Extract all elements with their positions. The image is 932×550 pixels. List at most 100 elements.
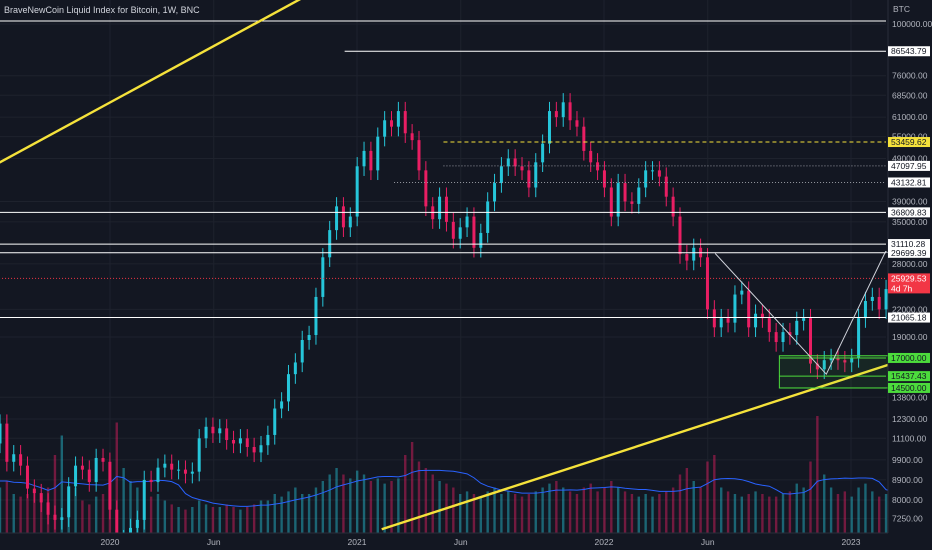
price-tick-label: 13800.00 <box>892 392 928 402</box>
candle-body <box>760 313 764 319</box>
candle-body <box>616 183 620 217</box>
candle-body <box>602 170 606 188</box>
candle-body <box>87 469 91 483</box>
candle-body <box>657 170 661 177</box>
volume-bar <box>493 487 496 533</box>
candle-body <box>554 111 558 118</box>
volume-bar <box>479 496 483 533</box>
candle-body <box>417 140 421 171</box>
candle-body <box>712 309 716 328</box>
volume-bar <box>33 491 36 533</box>
candle-body <box>362 150 366 167</box>
candle-body <box>486 201 490 233</box>
candle-body <box>94 457 98 483</box>
volume-bar <box>376 478 379 533</box>
candle-body <box>32 488 36 494</box>
candle-body <box>465 216 469 228</box>
candle-body <box>609 187 613 217</box>
candle-body <box>829 357 833 361</box>
candle-body <box>493 183 497 202</box>
candle-body <box>46 502 50 515</box>
price-tick-label: 8900.00 <box>892 475 923 485</box>
volume-bar <box>5 481 9 533</box>
price-level-tag <box>888 239 930 250</box>
volume-bar <box>507 491 510 533</box>
candle-body <box>135 519 139 528</box>
volume-bar <box>88 504 91 533</box>
projection-path[interactable] <box>714 180 932 376</box>
price-level-tag-text: 25929.53 <box>891 273 927 283</box>
volume-bar <box>335 468 338 533</box>
volume-bar <box>623 491 627 533</box>
volume-bar <box>871 491 874 533</box>
volume-bar <box>184 509 187 533</box>
volume-bar <box>349 478 352 533</box>
candle-body <box>163 463 167 468</box>
price-candles <box>0 93 929 550</box>
price-tick-label: 76000.00 <box>892 71 928 81</box>
price-tick-label: 8000.00 <box>892 495 923 505</box>
candle-body <box>5 423 9 462</box>
candle-body <box>836 357 840 361</box>
price-tick-label: 49000.00 <box>892 153 928 163</box>
chart-title: BraveNewCoin Liquid Index for Bitcoin, 1… <box>4 5 200 15</box>
candle-body <box>705 257 709 310</box>
volume-bar <box>829 487 833 533</box>
trend-line <box>0 0 302 164</box>
candle-body <box>788 332 792 336</box>
volume-bar <box>472 494 476 533</box>
volume-bar <box>747 494 750 533</box>
time-axis-background <box>0 533 932 550</box>
volume-bar <box>864 483 867 533</box>
candle-body <box>190 471 194 474</box>
time-tick-label: 2021 <box>348 537 367 547</box>
candle-body <box>0 423 2 444</box>
price-level-tag <box>888 247 930 258</box>
volume-bar <box>555 481 558 533</box>
candle-body <box>286 374 290 402</box>
candle-body <box>747 290 751 328</box>
candle-body <box>815 363 819 370</box>
candle-body <box>733 294 737 323</box>
volume-bar <box>582 487 586 533</box>
time-axis[interactable]: Jun2020Jun2021Jun2022Jun2023Jun2024Jun20… <box>0 532 932 550</box>
price-tick-label: 100000.00 <box>892 19 932 29</box>
candle-body <box>520 166 524 171</box>
time-tick-label: Jun <box>454 537 468 547</box>
volume-bar <box>101 494 105 533</box>
candle-body <box>808 318 812 364</box>
time-tick-label: 2020 <box>101 537 120 547</box>
price-level-tag <box>888 207 930 218</box>
trend-lines[interactable] <box>0 0 932 531</box>
price-level-tag-text: 47097.95 <box>891 161 927 171</box>
candle-body <box>444 196 448 222</box>
candle-body <box>142 479 146 520</box>
candle-body <box>671 196 675 217</box>
volume-bar <box>458 494 462 533</box>
candle-body <box>795 320 799 336</box>
time-tick-label: Jun <box>701 537 715 547</box>
volume-bar <box>548 483 551 533</box>
volume-bar <box>720 487 723 533</box>
price-tick-label: 7250.00 <box>892 514 923 524</box>
volume-bar <box>726 491 730 533</box>
candle-body <box>534 162 538 188</box>
volume-bar <box>342 474 345 533</box>
candle-body <box>513 158 517 167</box>
price-tick-label: 19000.00 <box>892 332 928 342</box>
candle-body <box>451 221 455 239</box>
horizontal-levels[interactable] <box>0 20 886 389</box>
price-axis[interactable]: BTC 100000.00 76000.00 68500.00 61000.00 5500… <box>887 0 932 550</box>
candle-body <box>390 120 394 127</box>
candle-body <box>273 408 277 435</box>
volume-bar <box>156 494 160 533</box>
candle-body <box>596 162 600 171</box>
annotation-boxes[interactable]: 2 <box>778 166 932 389</box>
candle-body <box>877 296 881 310</box>
price-level-countdown: 4d 7h <box>891 283 913 293</box>
price-tick-label: 35000.00 <box>892 217 928 227</box>
price-tick-label: 68500.00 <box>892 90 928 100</box>
volume-bar <box>218 507 221 533</box>
candle-body <box>884 289 888 310</box>
